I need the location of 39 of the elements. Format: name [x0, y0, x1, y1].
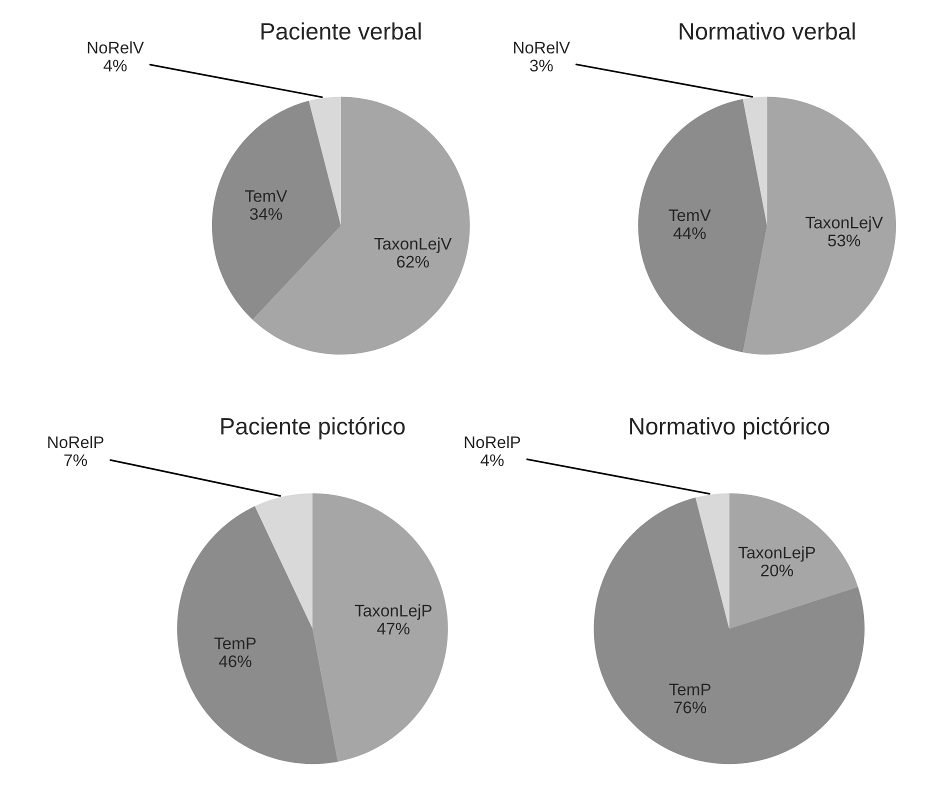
- data-label: 7%: [64, 454, 87, 466]
- slice-label: TemP: [214, 638, 256, 650]
- slice-label: TemP: [669, 684, 710, 696]
- data-label: 44%: [673, 227, 706, 240]
- data-label: 62%: [397, 256, 429, 268]
- slice-label: NoRelP: [464, 436, 520, 448]
- slice-label: TaxonLejP: [738, 546, 815, 562]
- data-label: 47%: [377, 622, 410, 634]
- slice-label: NoRelP: [48, 436, 104, 448]
- pie-slice: [594, 498, 865, 764]
- chart-title: Normativo pictórico: [630, 417, 830, 440]
- data-label: 34%: [250, 208, 282, 220]
- data-label: 20%: [761, 564, 794, 576]
- pie-slice: [254, 493, 313, 629]
- slice-label: NoRelV: [514, 41, 570, 54]
- data-label: 76%: [674, 702, 706, 714]
- data-label: 46%: [218, 655, 252, 668]
- slice-label: NoRelV: [88, 41, 144, 54]
- slice-label: TemV: [245, 190, 288, 202]
- data-label: 4%: [480, 454, 504, 466]
- pie-slice: [177, 506, 338, 764]
- chart-title: Paciente verbal: [261, 22, 421, 40]
- slice-label: TaxonLejP: [354, 604, 432, 620]
- pie-slice: [696, 493, 730, 629]
- data-label: 3%: [530, 60, 553, 72]
- chart-title: Paciente pictórico: [221, 417, 405, 440]
- slice-label: TemV: [668, 210, 711, 222]
- slice-label: TaxonLejV: [374, 237, 452, 253]
- pie-slice: [638, 99, 768, 352]
- pie-slice: [212, 100, 341, 320]
- data-label: 53%: [828, 234, 860, 246]
- pie-slice: [742, 96, 896, 355]
- pie-slice: [742, 96, 768, 226]
- pie-slice: [312, 493, 448, 762]
- pie-slice: [308, 96, 341, 226]
- slice-label: TaxonLejV: [806, 216, 883, 232]
- pie-slice: [729, 493, 858, 629]
- chart-title: Normativo verbal: [680, 22, 855, 40]
- data-label: 4%: [104, 60, 127, 72]
